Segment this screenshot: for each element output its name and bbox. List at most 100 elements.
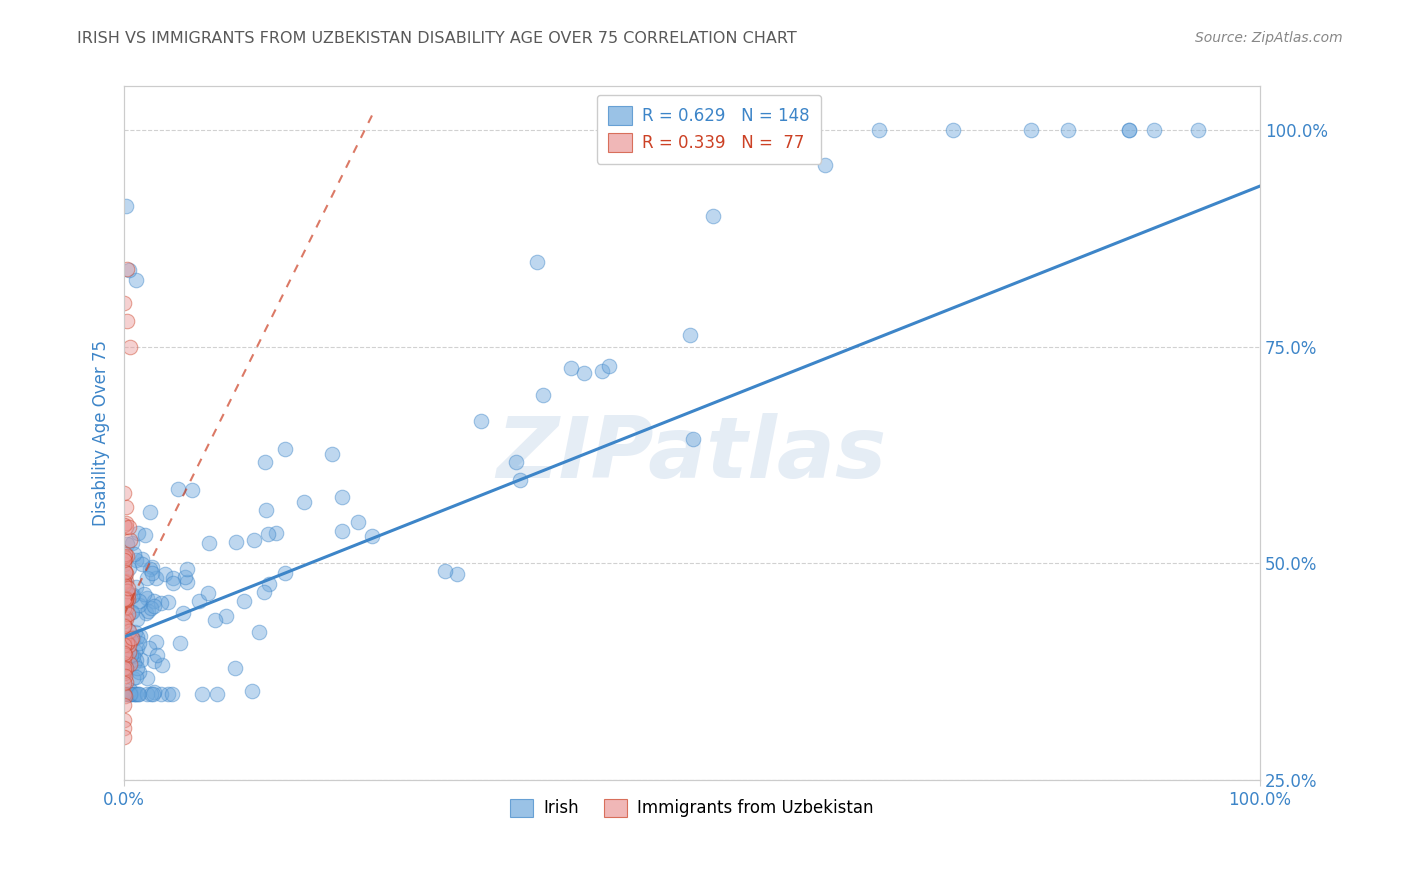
Point — [274, 566, 297, 580]
Point — [117, 592, 139, 607]
Point — [114, 575, 136, 590]
Point — [150, 687, 173, 701]
Point — [114, 594, 136, 608]
Point — [115, 687, 138, 701]
Point — [446, 566, 468, 581]
Point — [114, 519, 136, 533]
Point — [114, 550, 136, 565]
Point — [679, 328, 702, 343]
Point — [121, 631, 143, 645]
Point — [114, 565, 136, 579]
Point — [112, 631, 135, 645]
Point — [124, 687, 146, 701]
Point — [115, 261, 138, 276]
Point — [153, 566, 176, 581]
Point — [121, 606, 143, 620]
Point — [112, 296, 135, 310]
Point — [114, 650, 136, 665]
Point — [197, 586, 219, 600]
Point — [117, 623, 139, 637]
Point — [112, 713, 135, 727]
Point — [346, 516, 368, 530]
Point — [141, 687, 163, 701]
Point — [131, 557, 153, 571]
Point — [1021, 122, 1043, 136]
Point — [190, 687, 212, 701]
Legend: Irish, Immigrants from Uzbekistan: Irish, Immigrants from Uzbekistan — [503, 792, 880, 824]
Point — [112, 617, 135, 632]
Point — [117, 687, 139, 701]
Point — [224, 661, 246, 675]
Point — [135, 671, 157, 685]
Point — [115, 566, 138, 580]
Point — [215, 609, 238, 624]
Point — [143, 684, 166, 698]
Point — [132, 587, 155, 601]
Point — [167, 482, 190, 496]
Point — [114, 565, 136, 579]
Point — [118, 638, 141, 652]
Point — [1118, 122, 1140, 136]
Point — [173, 570, 195, 584]
Point — [125, 580, 148, 594]
Point — [143, 594, 166, 608]
Point — [114, 568, 136, 582]
Point — [124, 644, 146, 658]
Point — [247, 624, 270, 639]
Point — [115, 661, 138, 675]
Point — [127, 630, 149, 644]
Point — [125, 272, 148, 286]
Point — [598, 359, 620, 373]
Point — [114, 591, 136, 606]
Point — [128, 598, 150, 612]
Point — [118, 533, 141, 548]
Point — [124, 547, 146, 561]
Point — [135, 591, 157, 606]
Point — [120, 682, 142, 697]
Point — [120, 605, 142, 619]
Point — [112, 518, 135, 533]
Point — [509, 473, 531, 487]
Point — [114, 669, 136, 683]
Point — [141, 566, 163, 580]
Point — [330, 491, 353, 505]
Point — [114, 582, 136, 596]
Point — [205, 687, 228, 701]
Point — [470, 414, 492, 428]
Point — [141, 600, 163, 615]
Point — [142, 687, 165, 701]
Point — [118, 561, 141, 575]
Point — [117, 687, 139, 701]
Point — [145, 635, 167, 649]
Point — [114, 612, 136, 626]
Point — [181, 483, 204, 497]
Point — [115, 549, 138, 563]
Text: ZIPatlas: ZIPatlas — [496, 413, 887, 496]
Point — [114, 648, 136, 663]
Point — [121, 536, 143, 550]
Point — [112, 578, 135, 592]
Point — [526, 254, 548, 268]
Point — [125, 670, 148, 684]
Point — [143, 599, 166, 614]
Point — [160, 687, 183, 701]
Point — [198, 536, 221, 550]
Point — [115, 516, 138, 530]
Point — [112, 486, 135, 500]
Point — [127, 687, 149, 701]
Point — [253, 455, 276, 469]
Point — [112, 557, 135, 571]
Point — [156, 687, 179, 701]
Point — [702, 209, 724, 223]
Point — [114, 609, 136, 624]
Point — [112, 646, 135, 660]
Point — [115, 199, 138, 213]
Point — [560, 361, 582, 376]
Point — [114, 689, 136, 703]
Point — [254, 503, 277, 517]
Point — [146, 648, 169, 662]
Point — [150, 658, 173, 673]
Point — [682, 432, 704, 446]
Point — [243, 533, 266, 547]
Point — [114, 594, 136, 608]
